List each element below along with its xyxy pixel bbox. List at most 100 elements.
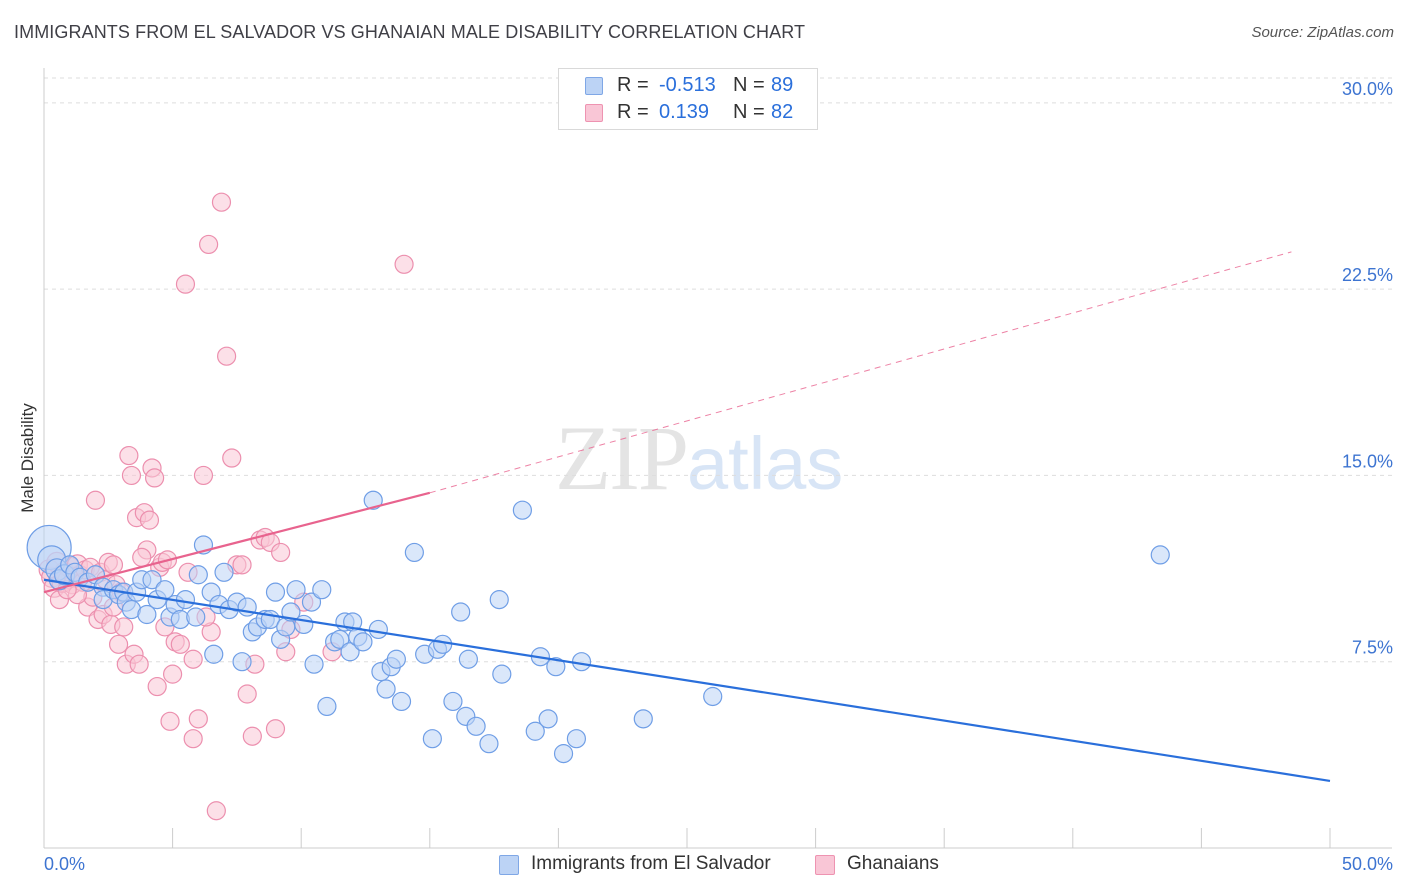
ghanaians-point <box>175 274 196 294</box>
el-salvador-point <box>466 716 486 736</box>
r-label: R = <box>617 101 649 123</box>
el-salvador-point <box>538 709 558 729</box>
ghanaians-point <box>85 490 106 510</box>
watermark-zip: ZIP <box>555 407 689 509</box>
blue-swatch <box>499 855 519 875</box>
el-salvador-point <box>363 490 383 510</box>
ghanaians-point <box>188 709 208 729</box>
el-salvador-point <box>489 590 509 610</box>
el-salvador-point <box>492 664 512 684</box>
y-tick-label: 7.5% <box>1352 638 1393 658</box>
el-salvador-point <box>571 652 592 672</box>
el-salvador-point <box>317 696 337 717</box>
el-salvador-point <box>1150 545 1170 565</box>
ghanaians-trend-line <box>43 491 431 594</box>
ghanaians-point <box>103 555 124 575</box>
ghanaians-points <box>38 192 414 821</box>
el-salvador-point <box>286 580 306 600</box>
el-salvador-point <box>458 649 478 669</box>
legend-label: Ghanaians <box>847 853 939 874</box>
ghanaians-point <box>183 729 203 749</box>
axes <box>43 68 1392 849</box>
ghanaians-point <box>163 664 183 684</box>
ghanaians-point <box>206 801 226 821</box>
el-salvador-point <box>525 721 545 741</box>
el-salvador-point <box>451 602 471 622</box>
n-value: 82 <box>771 101 794 123</box>
r-value: -0.513 <box>659 74 716 96</box>
ghanaians-point <box>217 346 237 366</box>
ghanaians-point <box>132 547 152 567</box>
el-salvador-point <box>312 580 332 600</box>
el-salvador-point <box>433 634 453 654</box>
ghanaians-point <box>265 719 286 739</box>
y-axis-label: Male Disability <box>18 403 37 513</box>
el-salvador-point <box>340 642 360 662</box>
el-salvador-point <box>204 644 224 664</box>
el-salvador-point <box>553 744 574 764</box>
r-value: 0.139 <box>659 101 710 123</box>
ghanaians-point <box>160 711 180 731</box>
y-tick-label: 30.0% <box>1342 79 1393 99</box>
watermark: ZIPatlas <box>555 405 843 511</box>
el-salvador-point <box>175 590 196 610</box>
pink-swatch <box>585 104 603 122</box>
ghanaians-point <box>271 542 291 563</box>
el-salvador-point <box>391 691 412 712</box>
ghanaians-point <box>193 465 214 486</box>
el-salvador-point <box>265 582 286 602</box>
pink-swatch <box>815 855 835 875</box>
ghanaians-point <box>237 684 257 704</box>
ghanaians-trend-extension <box>429 251 1292 494</box>
el-salvador-point <box>188 565 208 585</box>
tick-labels: 7.5% 15.0% 22.5% 30.0% 0.0% 50.0% <box>44 79 1393 874</box>
n-value: 89 <box>771 74 794 96</box>
el-salvador-point <box>294 614 314 635</box>
el-salvador-point <box>546 657 566 677</box>
x-tick-label: 50.0% <box>1342 854 1393 874</box>
n-label: N = <box>733 74 765 96</box>
x-tick-label: 0.0% <box>44 854 85 874</box>
el-salvador-point <box>353 632 373 652</box>
el-salvador-point <box>422 729 442 749</box>
ghanaians-point <box>108 634 129 654</box>
ghanaians-point <box>119 445 139 466</box>
el-salvador-point <box>368 619 388 640</box>
el-salvador-point <box>376 679 396 699</box>
ghanaians-point <box>211 192 232 212</box>
blue-swatch <box>585 77 603 95</box>
el-salvador-point <box>566 729 587 749</box>
ghanaians-point <box>170 634 190 654</box>
ghanaians-point <box>199 234 219 255</box>
source-label: Source: ZipAtlas.com <box>1251 24 1394 41</box>
el-salvador-point <box>304 654 324 674</box>
el-salvador-point <box>633 709 653 729</box>
grid-lines <box>44 77 1392 663</box>
el-salvador-point <box>512 500 532 520</box>
y-tick-label: 22.5% <box>1342 265 1393 285</box>
ghanaians-point <box>121 465 142 486</box>
el-salvador-point <box>703 686 723 707</box>
el-salvador-point <box>281 602 301 622</box>
ghanaians-point <box>242 726 262 746</box>
correlation-legend: R = -0.513 N = 89 R = 0.139 N = 82 <box>558 68 818 130</box>
n-label: N = <box>733 101 765 123</box>
series-legend: Immigrants from El Salvador Ghanaians <box>0 852 1406 878</box>
trend-lines <box>43 251 1331 783</box>
el-salvador-point <box>386 649 406 669</box>
el-salvador-point <box>479 734 499 754</box>
legend-label: Immigrants from El Salvador <box>531 853 771 874</box>
el-salvador-point <box>142 570 162 590</box>
el-salvador-point <box>301 592 322 612</box>
ghanaians-point <box>114 617 134 637</box>
ghanaians-point <box>183 649 203 669</box>
el-salvador-trend-line <box>43 578 1331 783</box>
ghanaians-point <box>232 555 252 575</box>
ghanaians-point <box>394 254 414 274</box>
ghanaians-point <box>222 448 242 468</box>
el-salvador-point <box>443 691 463 712</box>
el-salvador-point <box>232 652 252 672</box>
chart-title: IMMIGRANTS FROM EL SALVADOR VS GHANAIAN … <box>14 22 806 42</box>
y-tick-label: 15.0% <box>1342 451 1393 471</box>
